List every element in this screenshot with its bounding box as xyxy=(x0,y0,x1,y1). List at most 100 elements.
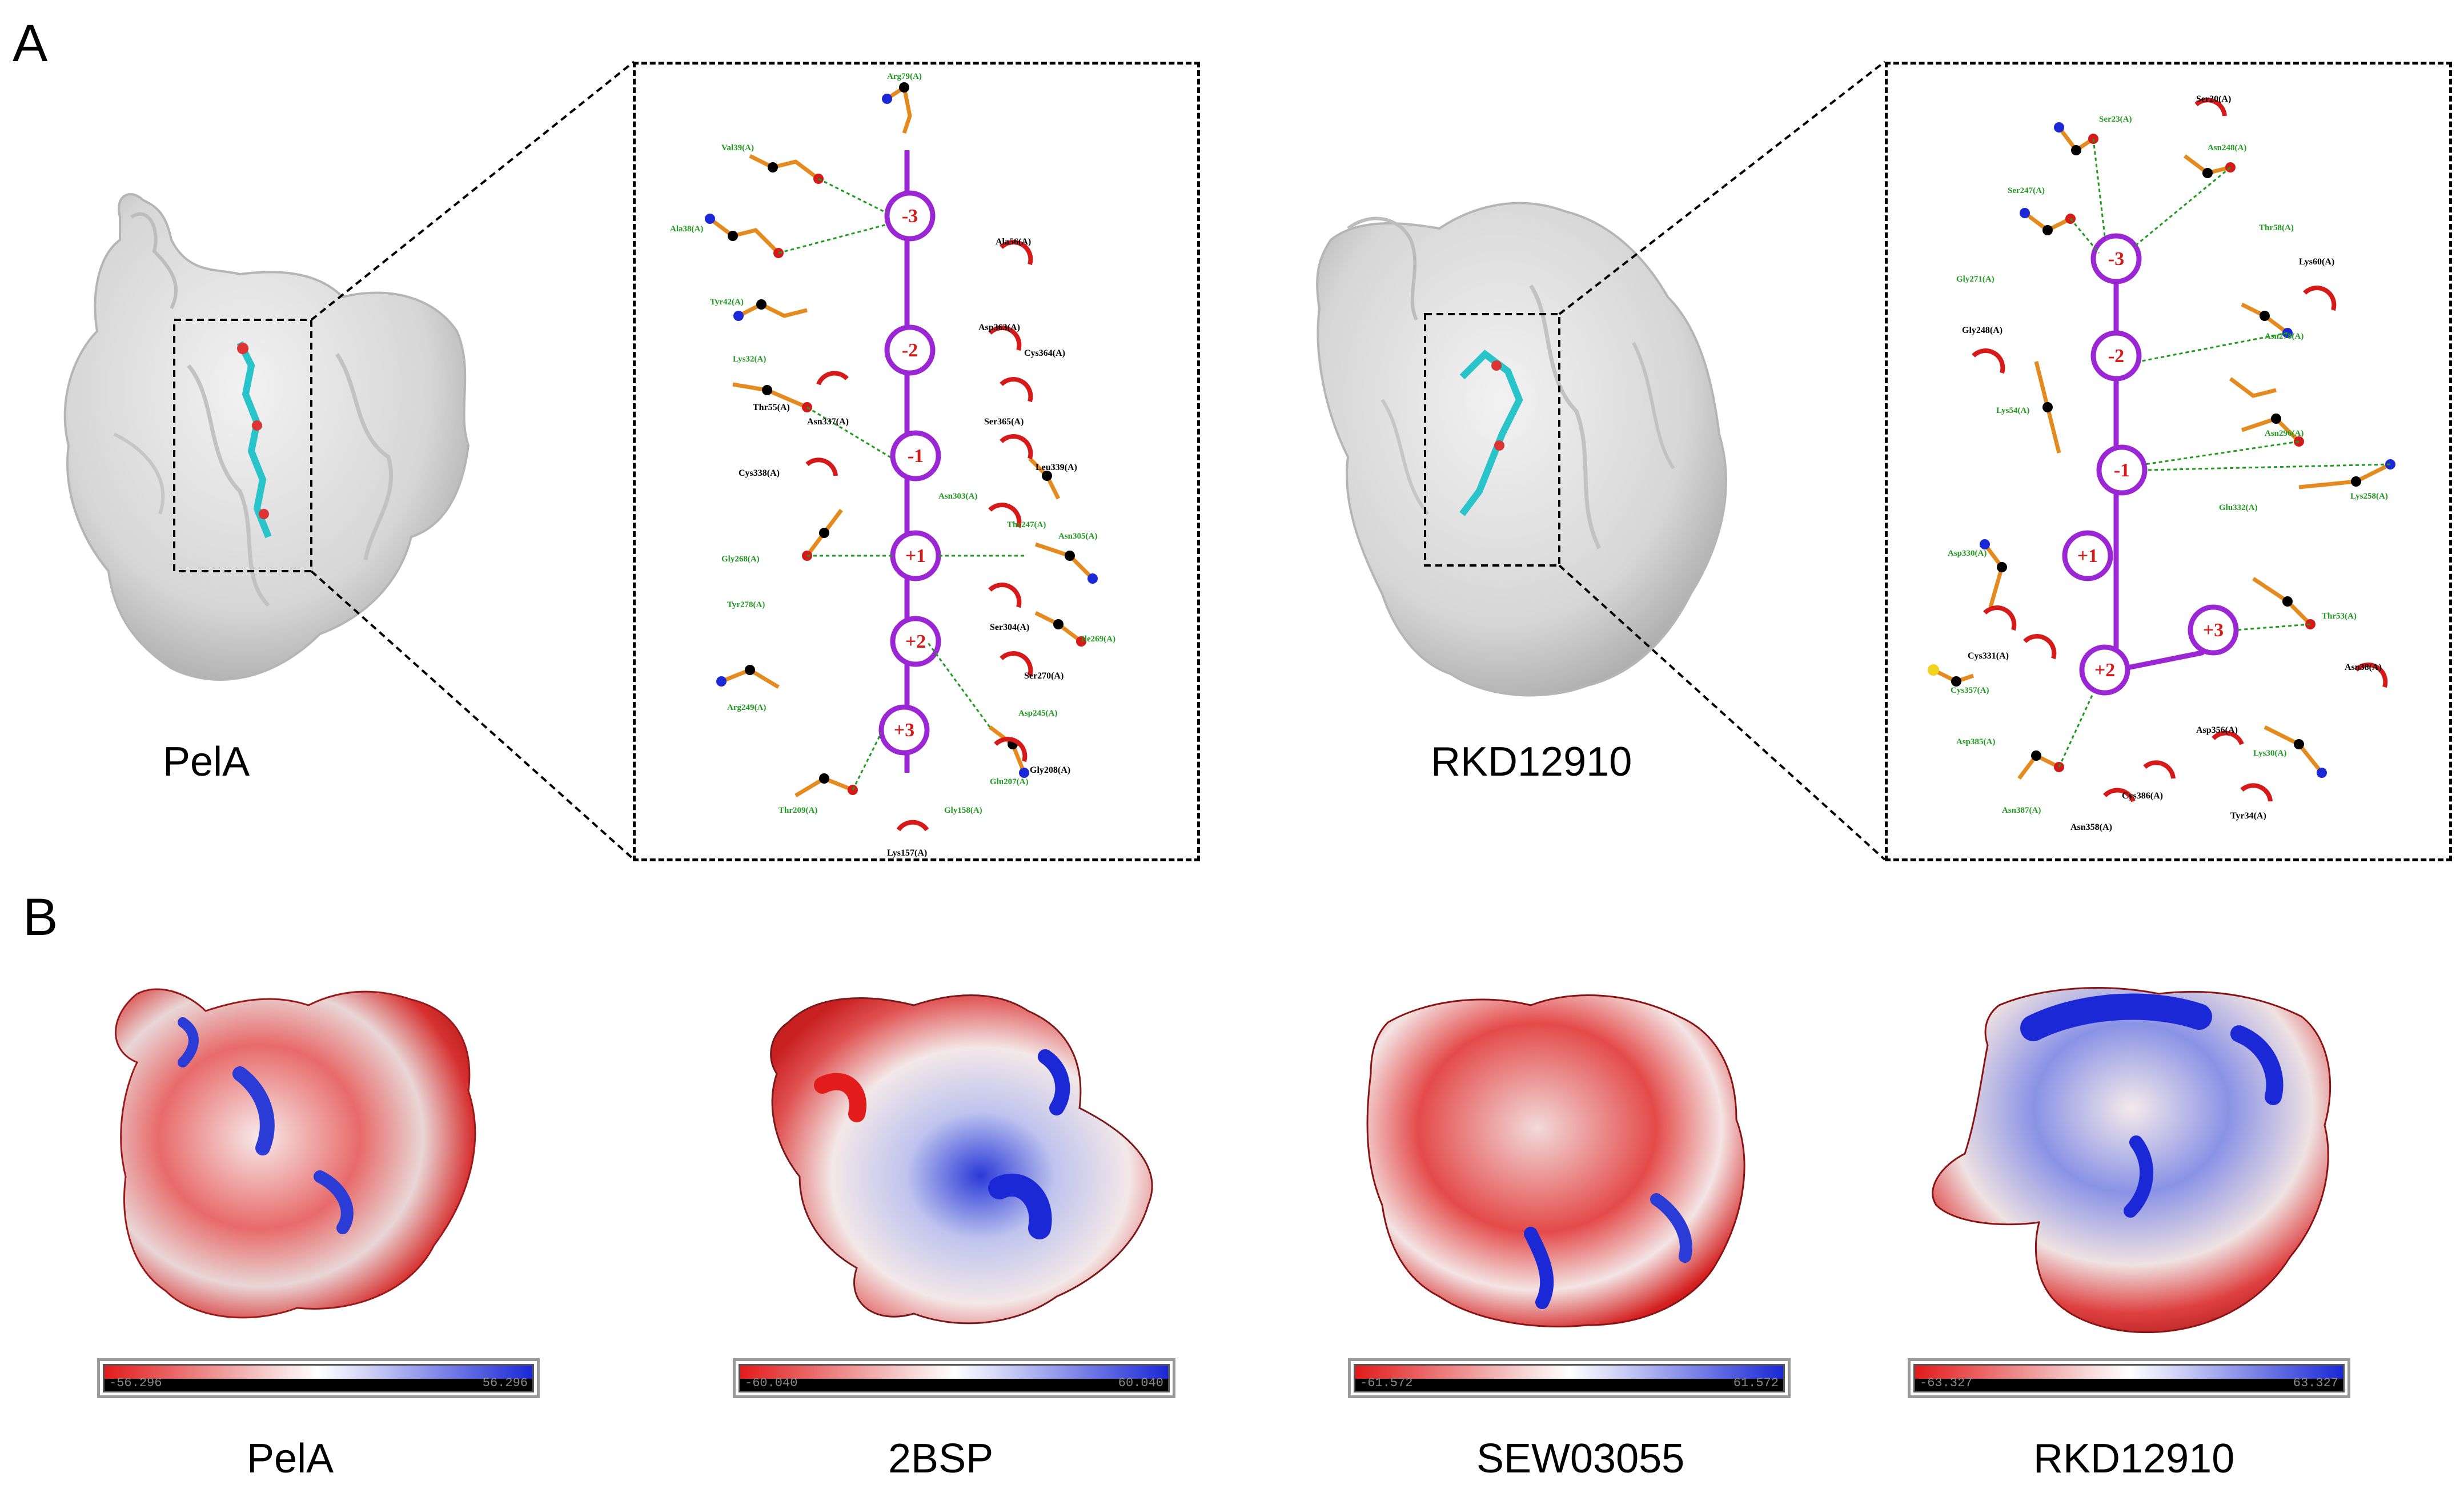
rkd-subsite-p2: +2 xyxy=(2094,660,2115,681)
pela-res-tyr278: Tyr278(A) xyxy=(727,600,765,609)
rkd12910-sugar-rings xyxy=(2062,233,2239,696)
pela-res-leu339: Leu339(A) xyxy=(1036,463,1077,472)
pela-res-ala38: Ala38(A) xyxy=(670,224,703,234)
pela-res-ser270: Ser270(A) xyxy=(1024,671,1064,681)
esp-colorbar-rkd12910: -63.327 63.327 xyxy=(1908,1358,2350,1398)
pela-res-ser365: Ser365(A) xyxy=(984,417,1024,427)
pela-res-ser304: Ser304(A) xyxy=(990,623,1029,632)
rkd-res-cys357: Cys357(A) xyxy=(1951,686,1989,695)
rkd12910-surface xyxy=(1316,202,1727,697)
rkd-res-tyr34: Tyr34(A) xyxy=(2230,811,2266,821)
rkd-res-asn248: Asn248(A) xyxy=(2208,143,2246,152)
pela-res-asn305: Asn305(A) xyxy=(1058,532,1097,541)
pela-hydrophobic-arcs xyxy=(805,240,1033,832)
pela-res-gly158: Gly158(A) xyxy=(944,806,982,815)
panel-b-surfaces xyxy=(115,987,2331,1333)
pela-res-gly208: Gly208(A) xyxy=(1030,765,1070,775)
rkd-res-asp330: Asp330(A) xyxy=(1948,549,1987,558)
pela-subsite-p1: +1 xyxy=(905,545,926,567)
rkd-res-asn38: Asn38(A) xyxy=(2345,663,2382,672)
rkd-res-cys386: Cys386(A) xyxy=(2122,791,2163,801)
pela-res-cys338: Cys338(A) xyxy=(739,468,780,478)
rkd-subsite-m2: -2 xyxy=(2108,346,2124,367)
esp-colorbar-2bsp: -60.040 60.040 xyxy=(733,1358,1175,1398)
rkd-res-lys258: Lys258(A) xyxy=(2350,492,2388,501)
rkd-res-ser247: Ser247(A) xyxy=(2008,186,2045,195)
pela-res-cys364: Cys364(A) xyxy=(1024,348,1065,358)
rkd-res-lys30: Lys30(A) xyxy=(2253,749,2286,758)
pela-res-arg79: Arg79(A) xyxy=(887,72,922,81)
pela-res-asn337: Asn337(A) xyxy=(807,417,849,427)
pela-res-lys157: Lys157(A) xyxy=(887,848,927,858)
pela-res-gly268: Gly268(A) xyxy=(721,555,760,564)
rkd-res-asn387: Asn387(A) xyxy=(2002,806,2041,815)
rkd-res-asn358: Asn358(A) xyxy=(2070,822,2112,832)
panel-a-caption-rkd12910: RKD12910 xyxy=(1431,739,1632,785)
pela-ligplot: -3 -2 -1 +1 +2 +3 xyxy=(670,72,1115,858)
panel-b-caption-2bsp: 2BSP xyxy=(888,1436,994,1482)
rkd-res-asn296: Asn296(A) xyxy=(2265,429,2304,438)
pela-res-thr55: Thr55(A) xyxy=(753,403,790,412)
pela-res-glu207: Glu207(A) xyxy=(990,777,1029,786)
pela-subsite-m2: -2 xyxy=(902,340,918,361)
rkd-res-glu332: Glu332(A) xyxy=(2219,503,2258,512)
rkd-res-thr58: Thr58(A) xyxy=(2259,223,2294,232)
rkd12910-interaction-diagram: -3 -2 -1 +1 +2 +3 xyxy=(1885,62,2452,861)
esp-min-label-pela: -56.296 xyxy=(109,1376,162,1390)
panel-b-caption-pela: PelA xyxy=(247,1436,334,1482)
rkd-res-gly248: Gly248(A) xyxy=(1962,326,2002,335)
esp-max-label-rkd12910: 63.327 xyxy=(2293,1376,2338,1390)
esp-max-label-pela: 56.296 xyxy=(482,1376,528,1390)
rkd-res-asp356: Asp356(A) xyxy=(2196,725,2238,735)
pela-res-thr247: Thr247(A) xyxy=(1007,520,1046,529)
pela-sugar-rings xyxy=(878,190,941,756)
pela-subsite-m1: -1 xyxy=(908,446,924,467)
pela-subsite-m3: -3 xyxy=(902,206,918,227)
esp-colorbar-sew03055: -61.572 61.572 xyxy=(1348,1358,1791,1398)
rkd12910-ligplot: -3 -2 -1 +1 +2 +3 xyxy=(1928,94,2395,832)
pela-res-ala56: Ala56(A) xyxy=(996,237,1031,247)
pela-res-asp245: Asp245(A) xyxy=(1018,709,1057,718)
esp-min-label-rkd12910: -63.327 xyxy=(1920,1376,1973,1390)
esp-surface-rkd12910 xyxy=(1932,987,2331,1333)
panel-b-letter: B xyxy=(23,888,58,946)
pela-subsite-p3: +3 xyxy=(894,720,914,741)
rkd-res-cys331: Cys331(A) xyxy=(1968,651,2009,661)
panel-b-caption-rkd12910: RKD12910 xyxy=(2033,1436,2235,1482)
pela-res-asn303: Asn303(A) xyxy=(938,492,977,501)
esp-max-label-sew03055: 61.572 xyxy=(1733,1376,1779,1390)
pela-res-asp363: Asp363(A) xyxy=(978,323,1020,332)
pela-res-ile269: Ile269(A) xyxy=(1081,635,1115,644)
pela-zoom-region xyxy=(173,319,312,572)
pela-res-lys32: Lys32(A) xyxy=(733,355,766,364)
rkd-subsite-p1: +1 xyxy=(2077,545,2098,567)
rkd-res-asn278: Asn278(A) xyxy=(2265,332,2304,341)
esp-surface-pela xyxy=(115,988,476,1319)
esp-min-label-sew03055: -61.572 xyxy=(1360,1376,1413,1390)
esp-max-label-2bsp: 60.040 xyxy=(1118,1376,1163,1390)
pela-res-arg249: Arg249(A) xyxy=(727,703,766,712)
esp-min-label-2bsp: -60.040 xyxy=(745,1376,798,1390)
rkd-res-lys60: Lys60(A) xyxy=(2299,257,2334,267)
rkd-res-lys54: Lys54(A) xyxy=(1996,406,2029,415)
rkd-res-gly271: Gly271(A) xyxy=(1956,275,1995,284)
rkd-res-asp385: Asp385(A) xyxy=(1956,737,1995,746)
esp-surface-sew03055 xyxy=(1366,994,1745,1328)
pela-surface xyxy=(63,193,470,681)
esp-colorbar-pela: -56.296 56.296 xyxy=(97,1358,540,1398)
rkd-res-ser23: Ser23(A) xyxy=(2099,115,2132,124)
rkd-subsite-m3: -3 xyxy=(2108,248,2124,270)
panel-a-surfaces xyxy=(63,61,1886,861)
rkd-subsite-p3: +3 xyxy=(2203,620,2224,641)
rkd-subsite-m1: -1 xyxy=(2114,460,2130,481)
pela-res-thr209: Thr209(A) xyxy=(778,806,817,815)
pela-res-val39: Val39(A) xyxy=(721,143,754,152)
rkd12910-zoom-region xyxy=(1424,313,1560,567)
rkd-res-thr53: Thr53(A) xyxy=(2322,612,2357,621)
panel-b-caption-sew03055: SEW03055 xyxy=(1476,1436,1685,1482)
rkd12910-hydrophobic-arcs xyxy=(1972,98,2388,802)
pela-interaction-diagram: -3 -2 -1 +1 +2 +3 xyxy=(633,62,1200,861)
panel-a-caption-pela: PelA xyxy=(163,739,250,785)
pela-subsite-p2: +2 xyxy=(905,631,926,652)
pela-res-tyr42: Tyr42(A) xyxy=(710,298,744,307)
